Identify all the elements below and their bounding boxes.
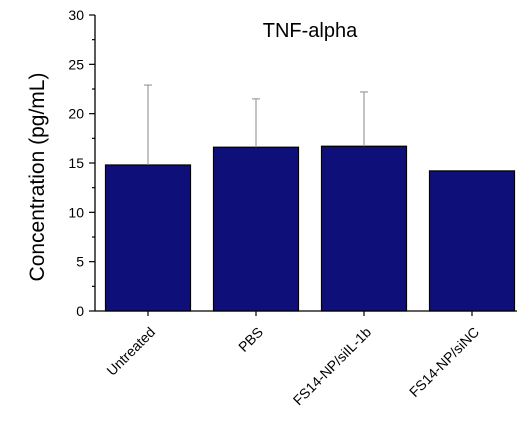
x-tick-label: PBS [235, 324, 266, 355]
x-tick-label: FS14-NP/siNC [406, 324, 482, 400]
y-tick-label: 10 [68, 204, 84, 220]
y-tick-label: 0 [76, 303, 84, 319]
chart-title: TNF-alpha [263, 20, 358, 42]
error-bars-group [144, 84, 368, 165]
y-axis-label: Concentration (pg/mL) [26, 73, 49, 282]
y-ticks-group: 0 5 10 15 20 25 30 [68, 7, 95, 319]
x-tick-label: Untreated [103, 324, 158, 379]
bars-group [104, 145, 516, 312]
y-tick-label: 15 [68, 155, 84, 171]
x-tick-label: FS14-NP/siIL-1b [290, 324, 375, 409]
y-tick-label: 5 [76, 254, 84, 270]
bar [212, 146, 300, 312]
y-tick-label: 30 [68, 7, 84, 23]
y-tick-label: 25 [68, 56, 84, 72]
bar [320, 145, 408, 312]
x-tick-labels-group: Untreated PBS FS14-NP/siIL-1b FS14-NP/siNC [103, 311, 482, 408]
y-tick-label: 20 [68, 106, 84, 122]
bar [104, 164, 192, 312]
bar [428, 170, 516, 312]
